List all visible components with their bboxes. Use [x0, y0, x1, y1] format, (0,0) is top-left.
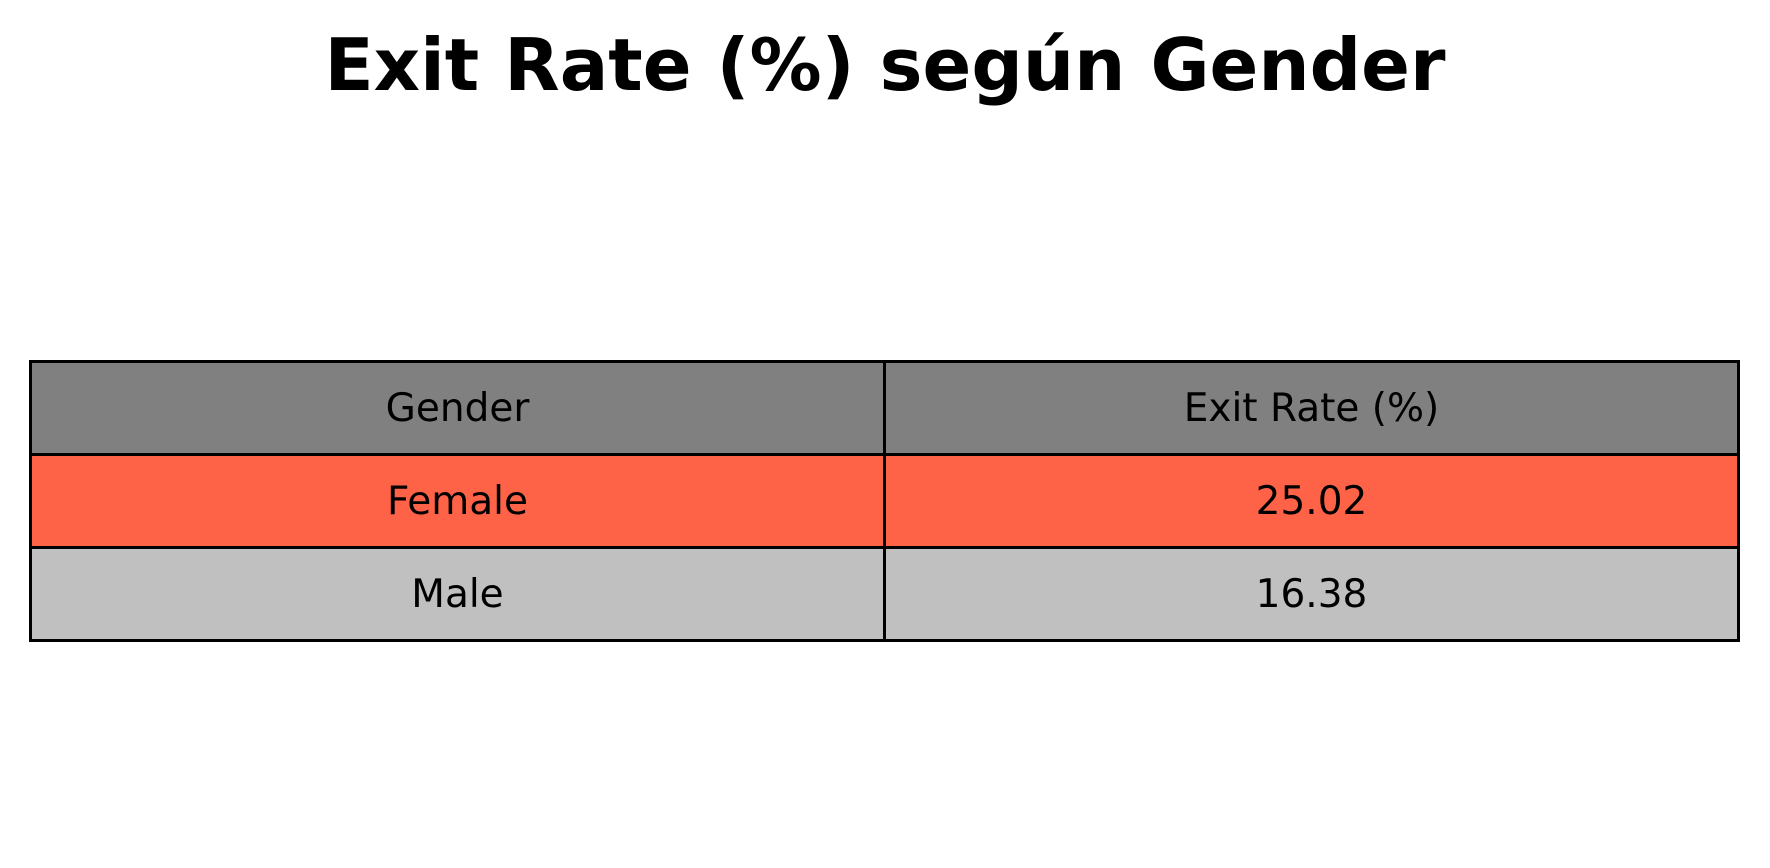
cell-gender: Male	[29, 546, 886, 642]
table-row: Male 16.38	[29, 546, 1740, 642]
cell-exit-rate: 25.02	[883, 453, 1740, 549]
data-table: Gender Exit Rate (%) Female 25.02 Male 1…	[29, 360, 1740, 642]
data-table-container: Gender Exit Rate (%) Female 25.02 Male 1…	[29, 360, 1740, 642]
table-header-row: Gender Exit Rate (%)	[29, 360, 1740, 456]
table-row: Female 25.02	[29, 453, 1740, 549]
cell-exit-rate: 16.38	[883, 546, 1740, 642]
chart-title: Exit Rate (%) según Gender	[324, 23, 1446, 107]
cell-gender: Female	[29, 453, 886, 549]
column-header-gender: Gender	[29, 360, 886, 456]
column-header-exit-rate: Exit Rate (%)	[883, 360, 1740, 456]
